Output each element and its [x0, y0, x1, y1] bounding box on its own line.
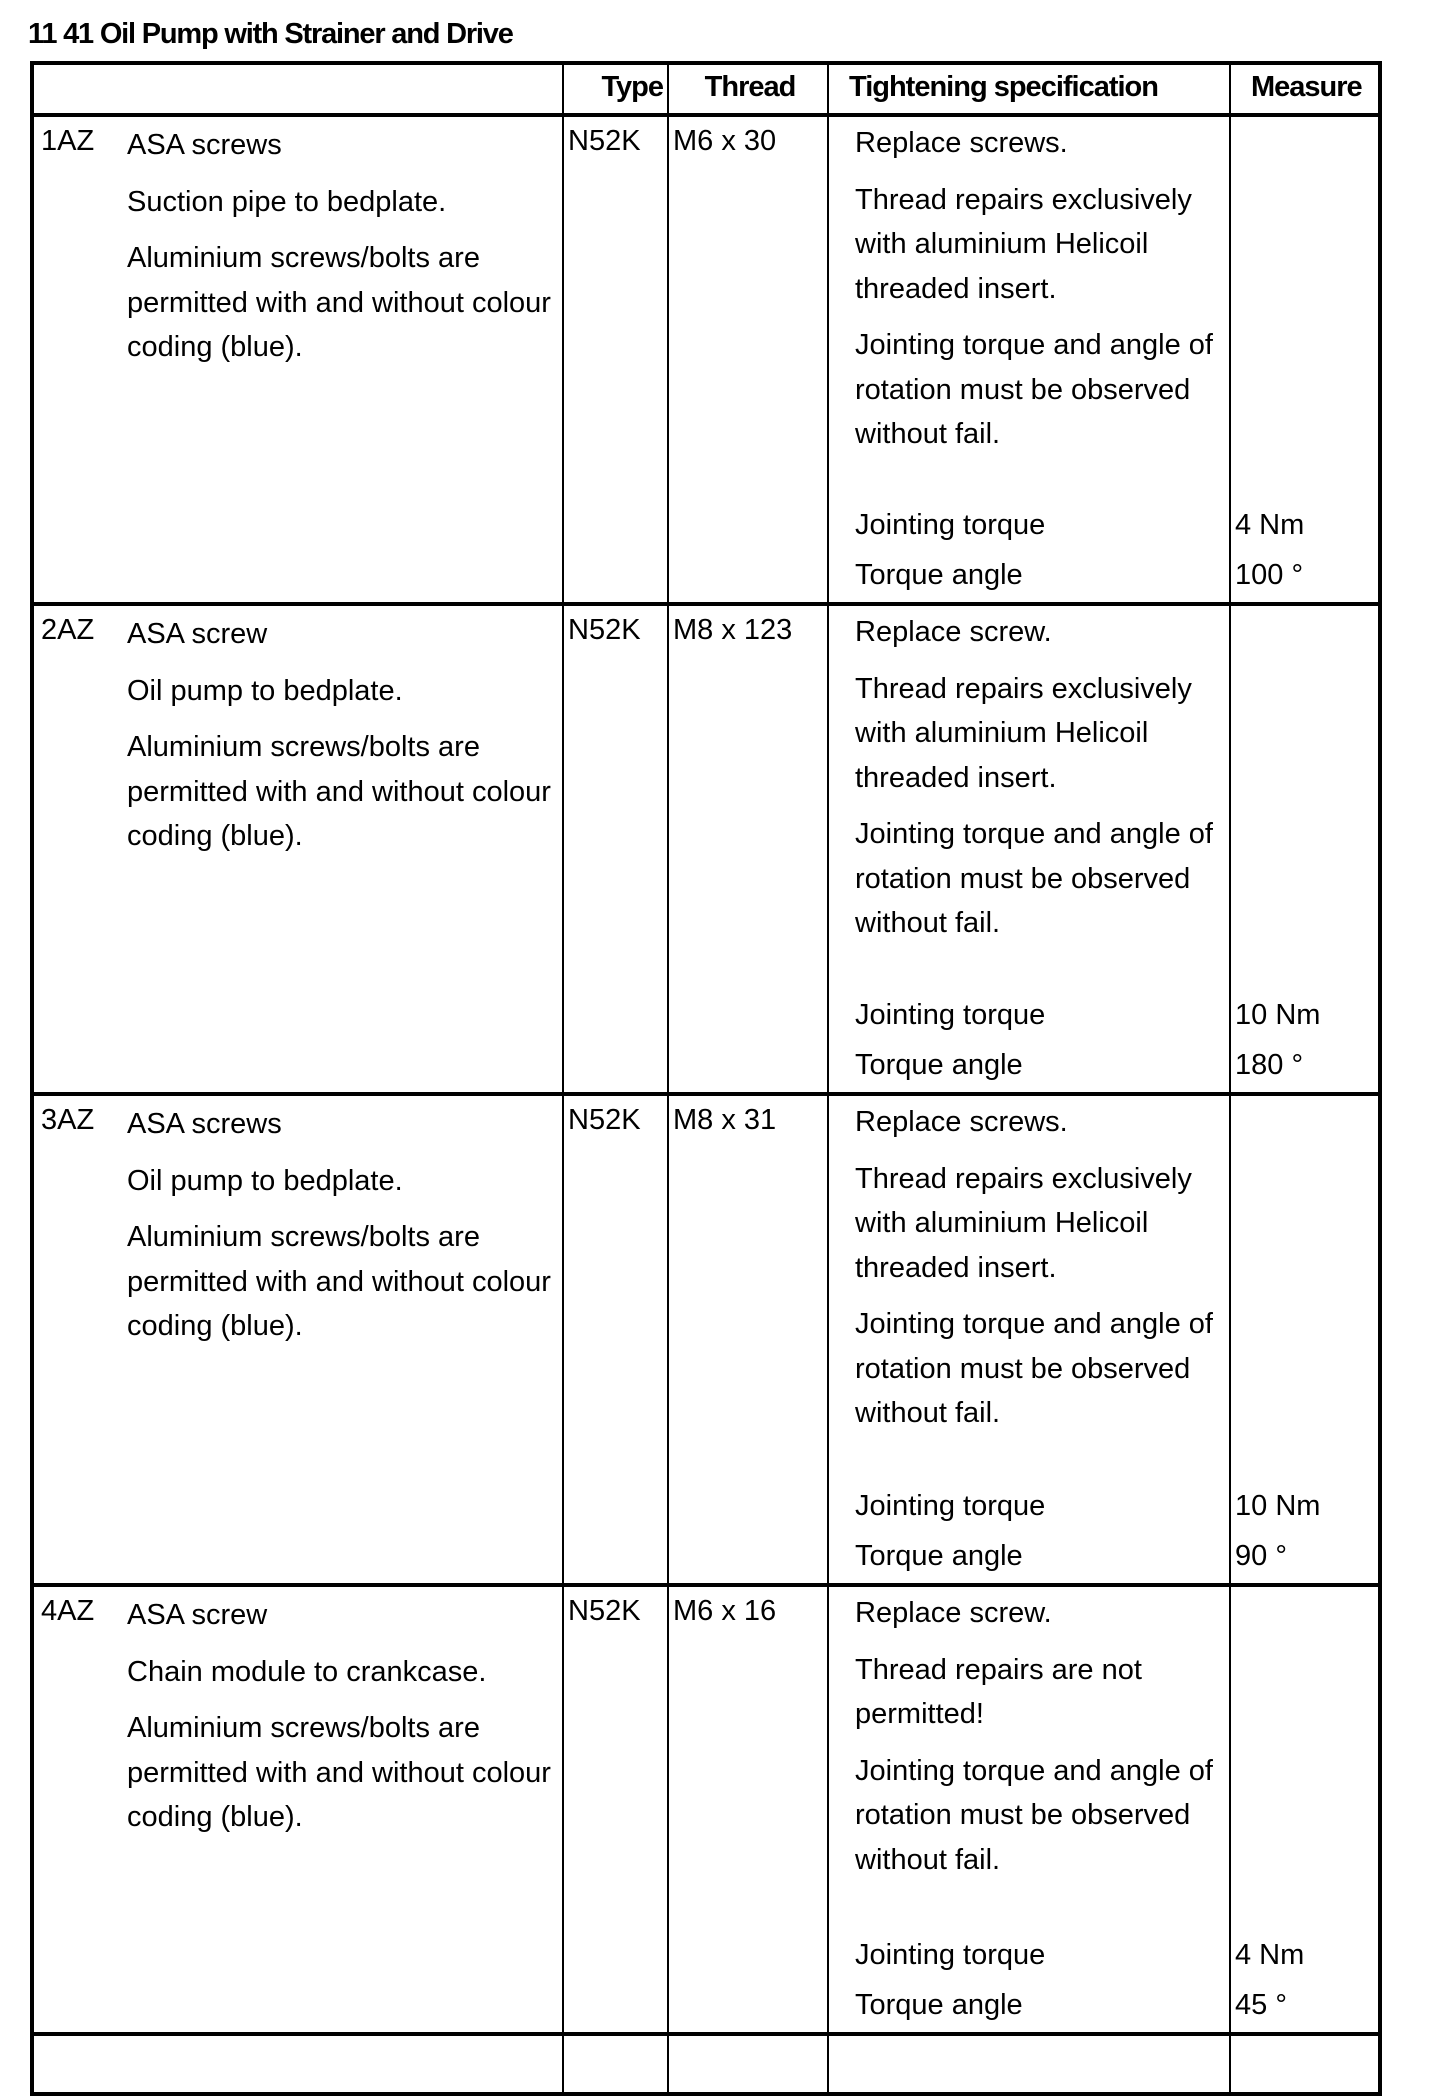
spec-cell: Replace screw. Thread repairs are not per… [829, 1587, 1231, 2032]
type-cell: N52K [564, 117, 669, 602]
spec-paragraph: Jointing torque and angle of rotation mu… [855, 818, 1213, 939]
measure-label: Jointing torque [855, 999, 1046, 1031]
spec-paragraph: Replace screw. [855, 1597, 1052, 1629]
table-row: 2AZ ASA screw Oil pump to bedplate. Alumin… [34, 606, 1378, 1096]
measure-label: Jointing torque [855, 1490, 1046, 1522]
item-id: 4AZ [41, 1595, 95, 1627]
header-description [34, 65, 564, 113]
header-spec: Tightening specification [829, 65, 1231, 113]
description-cell: 1AZ ASA screws Suction pipe to bedplate. A… [34, 117, 564, 602]
spec-paragraph: Replace screws. [855, 127, 1068, 159]
measure-cell: 10 Nm 90 ° [1231, 1096, 1378, 1583]
measure-value: 10 Nm [1235, 1490, 1321, 1522]
thread-value: M6 x 30 [673, 125, 777, 157]
thread-value: M6 x 16 [673, 1595, 777, 1627]
description-line: Aluminium screws/bolts are permitted wit… [127, 242, 551, 363]
description-cell: 4AZ ASA screw Chain module to crankcase. A… [34, 1587, 564, 2032]
description-line: Aluminium screws/bolts are permitted wit… [127, 1221, 551, 1342]
thread-cell: M8 x 31 [669, 1096, 829, 1583]
spec-paragraph: Thread repairs exclusively with aluminiu… [855, 183, 1192, 305]
measure-cell: 4 Nm 100 ° [1231, 117, 1378, 602]
item-id: 1AZ [41, 125, 95, 157]
spec-paragraph: Jointing torque and angle of rotation mu… [855, 329, 1213, 450]
description-line: ASA screw [127, 1599, 268, 1631]
description-line: ASA screws [127, 129, 282, 161]
spec-paragraph: Replace screw. [855, 616, 1052, 648]
description-cell: 3AZ ASA screws Oil pump to bedplate. Alumi… [34, 1096, 564, 1583]
item-id: 2AZ [41, 614, 95, 646]
description-line: Oil pump to bedplate. [127, 674, 403, 707]
spec-cell: Replace screws. Thread repairs exclusivel… [829, 1096, 1231, 1583]
spec-paragraph: Thread repairs are not permitted! [855, 1653, 1142, 1731]
measure-label: Torque angle [855, 559, 1023, 591]
description-line: Suction pipe to bedplate. [127, 185, 447, 218]
header-thread: Thread [669, 65, 829, 113]
table-header: Type Thread Tightening specification Mea… [34, 65, 1378, 117]
measure-value: 90 ° [1235, 1540, 1287, 1572]
type-cell: N52K [564, 1096, 669, 1583]
header-type: Type [564, 65, 669, 113]
type-cell: N52K [564, 606, 669, 1092]
thread-value: M8 x 31 [673, 1104, 777, 1136]
measure-value: 4 Nm [1235, 509, 1305, 541]
measure-value: 10 Nm [1235, 999, 1321, 1031]
measure-label: Jointing torque [855, 509, 1046, 541]
measure-label: Torque angle [855, 1989, 1023, 2021]
description-line: Aluminium screws/bolts are permitted wit… [127, 1712, 551, 1833]
measure-label: Torque angle [855, 1049, 1023, 1081]
measure-cell: 4 Nm 45 ° [1231, 1587, 1378, 2032]
spec-paragraph: Jointing torque and angle of rotation mu… [855, 1754, 1213, 1876]
description-cell: 2AZ ASA screw Oil pump to bedplate. Alumin… [34, 606, 564, 1092]
thread-value: M8 x 123 [673, 614, 793, 646]
measure-label: Jointing torque [855, 1939, 1046, 1971]
measure-label: Torque angle [855, 1540, 1023, 1572]
type-value: N52K [568, 1104, 641, 1136]
spec-paragraph: Thread repairs exclusively with aluminiu… [855, 672, 1192, 794]
spec-cell: Replace screws. Thread repairs exclusivel… [829, 117, 1231, 602]
spec-paragraph: Replace screws. [855, 1106, 1068, 1138]
description-line: ASA screws [127, 1108, 282, 1140]
description-line: Aluminium screws/bolts are permitted wit… [127, 731, 551, 852]
description-line: Oil pump to bedplate. [127, 1164, 403, 1197]
table-row-partial [34, 2036, 1378, 2096]
thread-cell: M6 x 30 [669, 117, 829, 602]
thread-cell: M8 x 123 [669, 606, 829, 1092]
table-row: 4AZ ASA screw Chain module to crankcase. A… [34, 1587, 1378, 2036]
spec-cell: Replace screw. Thread repairs exclusively… [829, 606, 1231, 1092]
measure-cell: 10 Nm 180 ° [1231, 606, 1378, 1092]
thread-cell: M6 x 16 [669, 1587, 829, 2032]
description-line: ASA screw [127, 618, 268, 650]
header-measure: Measure [1251, 71, 1363, 103]
page-title: 11 41 Oil Pump with Strainer and Drive [28, 18, 514, 50]
table-row: 1AZ ASA screws Suction pipe to bedplate. A… [34, 117, 1378, 606]
spec-paragraph: Jointing torque and angle of rotation mu… [855, 1308, 1213, 1429]
table-row: 3AZ ASA screws Oil pump to bedplate. Alumi… [34, 1096, 1378, 1587]
measure-value: 180 ° [1235, 1049, 1304, 1081]
measure-value: 4 Nm [1235, 1939, 1305, 1971]
type-cell: N52K [564, 1587, 669, 2032]
item-id: 3AZ [41, 1104, 95, 1136]
spec-paragraph: Thread repairs exclusively with aluminiu… [855, 1162, 1192, 1284]
measure-value: 45 ° [1235, 1989, 1287, 2021]
description-line: Chain module to crankcase. [127, 1655, 487, 1688]
type-value: N52K [568, 1595, 641, 1627]
torque-spec-table: Type Thread Tightening specification Mea… [30, 61, 1382, 2096]
measure-value: 100 ° [1235, 559, 1304, 591]
type-value: N52K [568, 125, 641, 157]
type-value: N52K [568, 614, 641, 646]
